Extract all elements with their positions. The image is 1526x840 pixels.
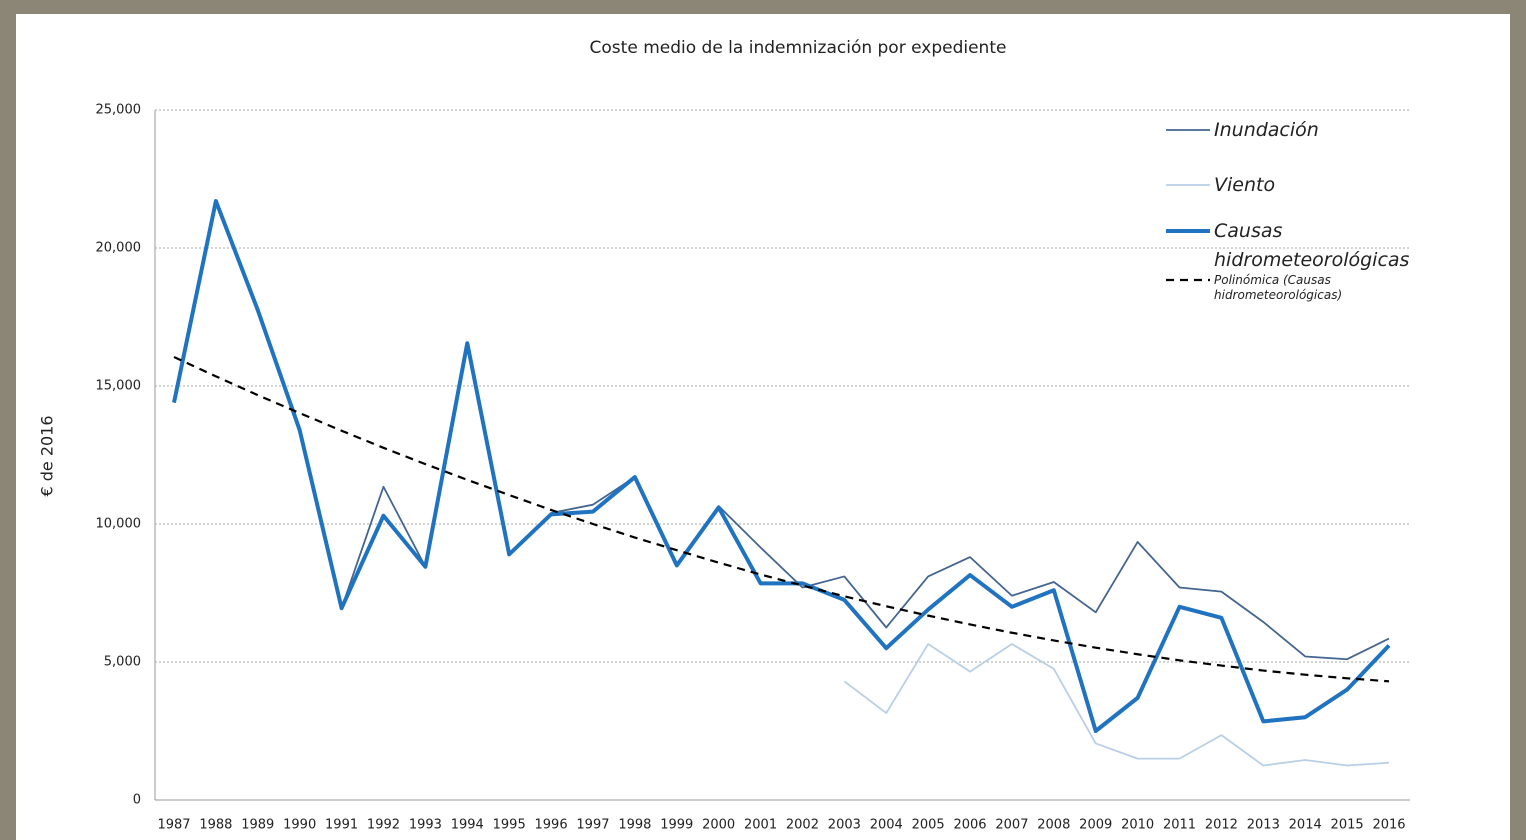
x-tick-label: 2005 xyxy=(912,818,945,833)
x-tick-label: 2004 xyxy=(870,818,903,833)
x-tick-label: 1992 xyxy=(367,818,400,833)
series-line xyxy=(174,201,1389,731)
x-tick-label: 2008 xyxy=(1037,818,1070,833)
legend-label: Viento xyxy=(1214,171,1464,200)
y-tick-label: 15,000 xyxy=(96,379,142,394)
x-tick-label: 2015 xyxy=(1331,818,1364,833)
x-tick-label: 1996 xyxy=(535,818,568,833)
series-line xyxy=(174,357,1389,681)
x-tick-label: 1995 xyxy=(493,818,526,833)
x-tick-label: 1998 xyxy=(618,818,651,833)
y-tick-label: 0 xyxy=(133,793,141,808)
x-tick-label: 2001 xyxy=(744,818,777,833)
chart-panel: Coste medio de la indemnización por expe… xyxy=(16,14,1510,840)
chart-title: Coste medio de la indemnización por expe… xyxy=(590,38,1007,58)
x-tick-label: 1997 xyxy=(576,818,609,833)
x-tick-label: 1989 xyxy=(241,818,274,833)
x-tick-label: 2012 xyxy=(1205,818,1238,833)
x-tick-label: 1990 xyxy=(283,818,316,833)
x-tick-label: 2006 xyxy=(953,818,986,833)
x-tick-label: 2014 xyxy=(1289,818,1322,833)
x-tick-label: 2000 xyxy=(702,818,735,833)
x-tick-label: 1991 xyxy=(325,818,358,833)
x-tick-label: 1987 xyxy=(157,818,190,833)
y-tick-label: 5,000 xyxy=(104,655,141,670)
page: {"chart_data": {"type": "line", "title":… xyxy=(0,0,1526,840)
x-tick-label: 2002 xyxy=(786,818,819,833)
series-line xyxy=(174,201,1389,659)
x-tick-label: 2007 xyxy=(995,818,1028,833)
x-tick-label: 1993 xyxy=(409,818,442,833)
x-tick-label: 2011 xyxy=(1163,818,1196,833)
y-tick-label: 10,000 xyxy=(96,517,142,532)
x-tick-label: 1994 xyxy=(451,818,484,833)
x-tick-label: 2013 xyxy=(1247,818,1280,833)
legend-label: Inundación xyxy=(1214,116,1464,145)
x-tick-label: 2010 xyxy=(1121,818,1154,833)
x-tick-label: 2009 xyxy=(1079,818,1112,833)
x-tick-label: 2016 xyxy=(1372,818,1405,833)
x-tick-label: 2003 xyxy=(828,818,861,833)
x-tick-label: 1999 xyxy=(660,818,693,833)
legend-label: Causas hidrometeorológicas xyxy=(1214,217,1464,275)
y-tick-label: 20,000 xyxy=(96,241,142,256)
legend-label: Polinómica (Causas hidrometeorológicas) xyxy=(1214,273,1384,303)
y-axis-label: € de 2016 xyxy=(38,415,57,496)
x-tick-label: 1988 xyxy=(199,818,232,833)
y-tick-label: 25,000 xyxy=(96,103,142,118)
